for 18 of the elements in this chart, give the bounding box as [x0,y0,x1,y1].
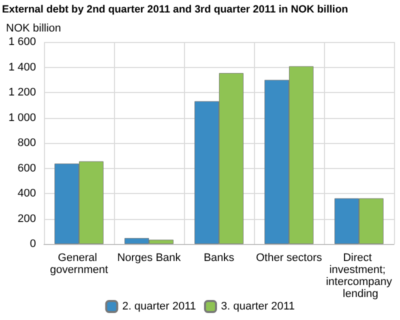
y-tick-label: 400 [18,188,36,200]
x-tick-label: Direct investment; intercompany lending [326,252,393,300]
x-tick-label: Norges Bank [117,252,182,264]
y-tick-label: 1 000 [8,112,36,124]
y-axis-title: NOK billion [6,22,62,34]
legend-label: 3. quarter 2011 [221,300,295,312]
y-tick-label: 200 [18,212,36,225]
y-tick-label: 0 [30,238,36,250]
chart-title: External debt by 2nd quarter 2011 and 3rd quarter 2011 in NOK billion [2,4,348,16]
y-tick-label: 800 [18,137,36,149]
y-tick-label: 1 400 [8,61,36,74]
y-tick-label: 1 600 [8,36,36,48]
legend-label: 2. quarter 2011 [122,300,196,312]
x-tick-label: Other sectors [256,252,323,264]
x-tick-label: Banks [204,252,235,264]
y-tick-label: 600 [18,162,36,174]
x-tick-label: General government [50,252,108,276]
y-tick-label: 1 200 [8,86,36,98]
